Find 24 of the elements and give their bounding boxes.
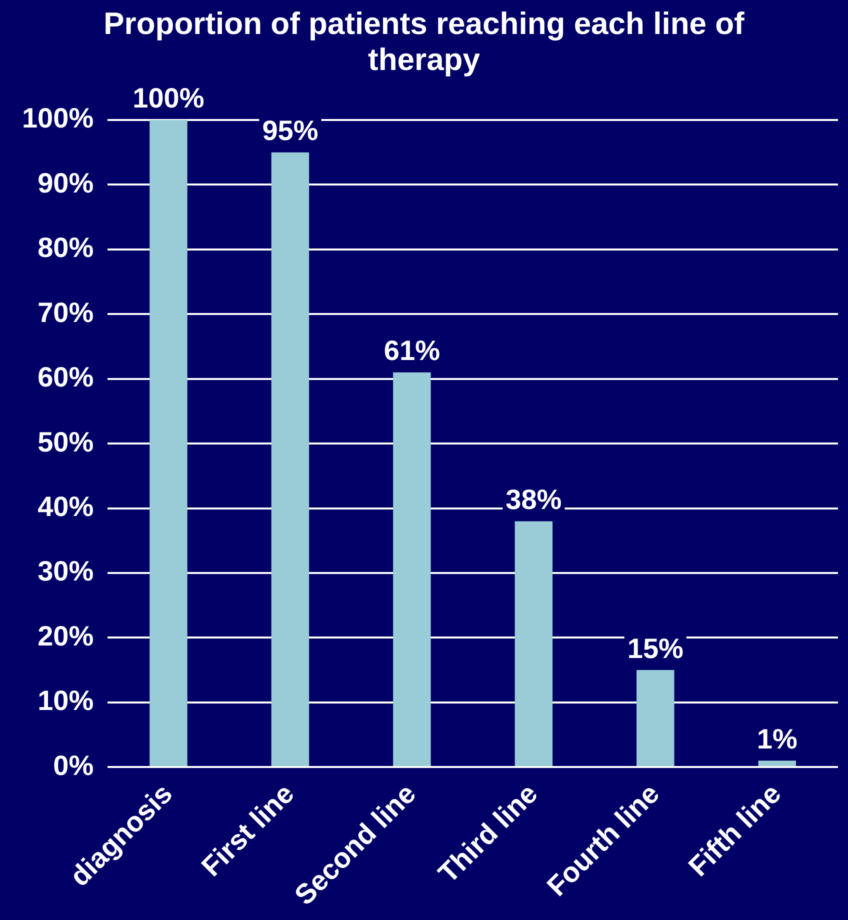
- y-tick-label: 100%: [22, 102, 94, 134]
- bar: [636, 670, 674, 766]
- y-tick-label: 20%: [38, 620, 94, 652]
- y-tick-label: 60%: [38, 362, 94, 393]
- data-label: 38%: [506, 484, 562, 515]
- y-tick-label: 10%: [38, 685, 94, 716]
- data-label: 1%: [756, 723, 798, 754]
- chart-title: Proportion of patients reaching each line of therapy: [102, 5, 746, 78]
- data-label: 15%: [627, 632, 684, 664]
- bar: [393, 372, 431, 766]
- y-tick-label: 80%: [38, 232, 94, 264]
- y-tick-label: 70%: [38, 296, 94, 328]
- y-tick-label: 40%: [38, 490, 94, 522]
- y-tick-label: 50%: [38, 426, 94, 458]
- y-tick-label: 0%: [53, 750, 94, 781]
- data-label: 100%: [132, 82, 204, 114]
- data-label: 95%: [262, 115, 318, 146]
- data-label: 61%: [384, 335, 440, 366]
- y-tick-label: 90%: [38, 167, 94, 198]
- bar: [271, 152, 310, 766]
- bar: [758, 760, 796, 766]
- bar: [150, 120, 188, 766]
- bar: [514, 521, 553, 766]
- y-tick-label: 30%: [38, 556, 94, 587]
